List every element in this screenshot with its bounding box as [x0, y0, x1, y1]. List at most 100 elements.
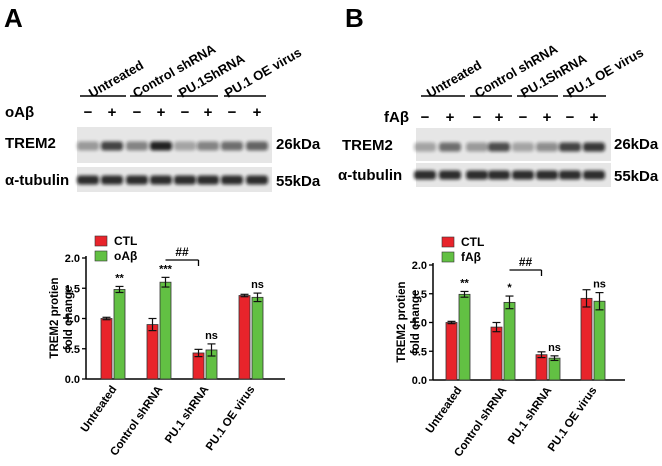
- blot-band: [559, 142, 581, 152]
- significance-marker: ns: [548, 342, 561, 354]
- bar-treated: [458, 293, 471, 381]
- y-tick-label: 1.5: [65, 283, 80, 295]
- blot-band: [246, 141, 268, 151]
- lane-sign: +: [495, 109, 504, 126]
- panel-a: A Untreated Control shRNA PU.1ShRNA PU.1…: [4, 3, 321, 192]
- panel-b-lane-signs: − + − + − + − +: [421, 109, 599, 126]
- panel-a-tubulin-label: α-tubulin: [5, 172, 69, 189]
- legend-swatch-treated: [94, 250, 108, 262]
- bar-treated: [113, 289, 126, 380]
- x-tick-label: Control shRNA: [108, 384, 165, 458]
- lane-sign: −: [473, 109, 482, 126]
- bracket-label: ##: [519, 255, 533, 269]
- y-tick-label: 1.0: [412, 318, 427, 330]
- blot-band: [439, 142, 461, 152]
- y-axis-label: TREM2 protien: [49, 277, 61, 358]
- lane-sign: −: [181, 104, 190, 121]
- bar-ctl: [580, 297, 593, 381]
- panel-b-trem2-size: 26kDa: [614, 136, 659, 153]
- significance-marker: ***: [159, 263, 173, 275]
- blot-band: [101, 141, 123, 151]
- blot-band: [414, 142, 436, 152]
- y-tick-label: 2.0: [65, 253, 80, 265]
- blot-band: [150, 175, 172, 185]
- bar-ctl: [100, 318, 113, 380]
- y-tick-label: 0.0: [65, 374, 80, 386]
- lane-sign: +: [108, 104, 117, 121]
- blot-band: [439, 170, 461, 180]
- significance-marker: **: [460, 277, 469, 289]
- panel-a-trem2-size: 26kDa: [276, 136, 321, 153]
- bar-ctl: [238, 295, 251, 380]
- panel-b-treatment-label: fAβ: [384, 109, 409, 126]
- bar-ctl: [146, 324, 159, 380]
- bar-treated: [593, 300, 606, 381]
- lane-sign: +: [157, 104, 166, 121]
- blot-band: [466, 170, 488, 180]
- panel-b: B Untreated Control shRNA PU.1ShRNA PU.1…: [338, 3, 659, 187]
- blot-band: [559, 170, 581, 180]
- lane-sign: +: [543, 109, 552, 126]
- x-tick-label: PU.1 OE virus: [546, 385, 599, 454]
- panel-b-trem2-label: TREM2: [342, 137, 393, 154]
- lane-sign: −: [519, 109, 528, 126]
- blot-band: [197, 141, 219, 151]
- legend-label: CTL: [114, 234, 137, 248]
- blot-band: [536, 170, 558, 180]
- y-axis-label: fold change: [63, 286, 75, 351]
- y-tick-label: 0.5: [65, 344, 80, 356]
- bar-chart-b: 0.0 0.5 1.0 1.5 2.0 TREM2 protien fold change *…: [396, 235, 625, 459]
- lane-sign: −: [421, 109, 430, 126]
- x-tick-label: Untreated: [79, 384, 120, 435]
- significance-marker: ns: [205, 330, 218, 342]
- panel-b-tubulin-label: α-tubulin: [338, 167, 402, 184]
- blot-band: [150, 141, 172, 151]
- blot-band: [466, 142, 488, 152]
- legend-label: CTL: [461, 235, 484, 249]
- lane-sign: −: [133, 104, 142, 121]
- x-tick-label: PU.1 OE virus: [204, 384, 257, 453]
- panel-a-tubulin-size: 55kDa: [276, 173, 321, 190]
- bar-treated: [159, 281, 172, 380]
- bar-ctl: [490, 326, 503, 381]
- lane-sign: +: [446, 109, 455, 126]
- bar-ctl: [445, 322, 458, 381]
- bar-treated: [503, 301, 516, 381]
- blot-band: [512, 170, 534, 180]
- blot-band: [536, 142, 558, 152]
- blot-band: [174, 141, 196, 151]
- panel-b-tubulin-size: 55kDa: [614, 168, 659, 185]
- panel-b-tubulin-bands: [414, 170, 605, 180]
- y-tick-label: 0.0: [412, 375, 427, 387]
- lane-sign: +: [204, 104, 213, 121]
- legend-swatch-ctl: [441, 236, 455, 248]
- panel-a-lane-signs: − + − + − + − +: [84, 104, 262, 121]
- lane-sign: −: [228, 104, 237, 121]
- blot-band: [583, 142, 605, 152]
- bar-treated: [548, 357, 561, 381]
- blot-band: [414, 170, 436, 180]
- lane-sign: −: [84, 104, 93, 121]
- significance-marker: ns: [593, 279, 606, 291]
- legend-swatch-treated: [441, 251, 455, 263]
- panel-a-treatment-label: oAβ: [5, 104, 34, 121]
- y-tick-label: 0.5: [412, 346, 427, 358]
- bar-chart-a: 0.0 0.5 1.0 1.5 2.0 TREM2 protien fold change *…: [49, 234, 285, 458]
- bracket-label: ##: [175, 245, 189, 259]
- blot-band: [583, 170, 605, 180]
- y-tick-label: 1.0: [65, 314, 80, 326]
- significance-marker: *: [507, 282, 512, 294]
- x-tick-label: Untreated: [424, 385, 465, 436]
- legend-label: fAβ: [461, 250, 481, 264]
- blot-band: [512, 142, 534, 152]
- x-tick-label: PU.1 shRNA: [163, 384, 211, 446]
- panel-a-trem2-bands: [77, 141, 268, 151]
- lane-sign: −: [566, 109, 575, 126]
- blot-band: [221, 141, 243, 151]
- blot-band: [246, 175, 268, 185]
- blot-band: [488, 142, 510, 152]
- bar-ctl: [535, 354, 548, 381]
- legend-label: oAβ: [114, 249, 137, 263]
- blot-band: [488, 170, 510, 180]
